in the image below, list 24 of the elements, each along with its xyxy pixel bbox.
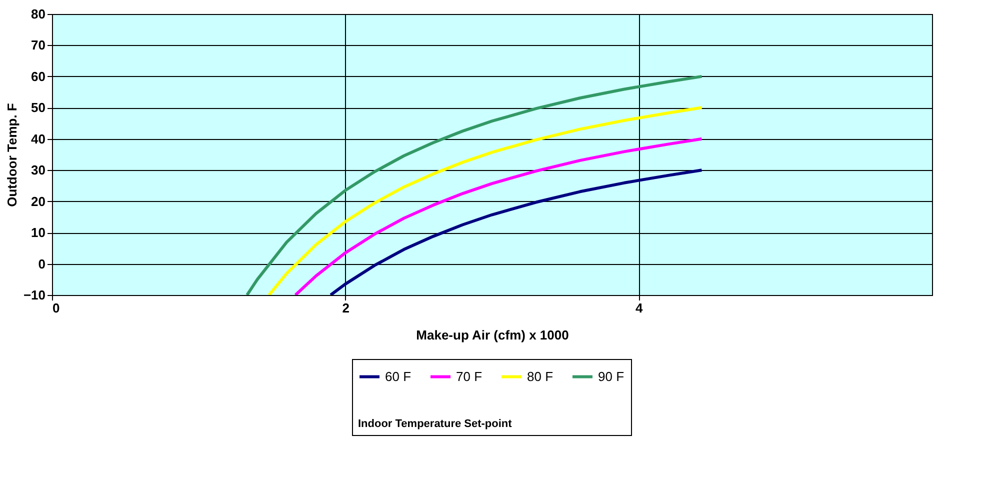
legend-label: 90 F xyxy=(598,368,624,384)
y-tick-label: 80 xyxy=(31,6,46,22)
y-tick-label: 70 xyxy=(31,38,46,53)
y-tick-label: 60 xyxy=(31,68,46,84)
y-tick-label: 40 xyxy=(31,131,46,146)
legend-label: 70 F xyxy=(456,368,482,384)
x-tick-label: 4 xyxy=(636,300,644,316)
y-tick-label: 50 xyxy=(31,100,46,116)
y-tick-label: 30 xyxy=(31,162,46,178)
x-axis-title: Make-up Air (cfm) x 1000 xyxy=(416,328,569,342)
y-tick-label: −10 xyxy=(23,288,46,302)
y-axis-title: Outdoor Temp. F xyxy=(4,103,20,207)
line-series xyxy=(268,106,704,295)
legend-label: 80 F xyxy=(527,368,554,384)
x-tick-label: 0 xyxy=(52,300,60,316)
line-series xyxy=(329,168,704,295)
y-tick-label: 0 xyxy=(38,256,46,272)
y-tick-label: 10 xyxy=(31,225,46,240)
line-series xyxy=(294,137,704,295)
line-series xyxy=(246,74,704,295)
legend-title: Indoor Temperature Set-point xyxy=(358,418,512,430)
y-tick-label: 20 xyxy=(31,194,46,209)
legend-label: 60 F xyxy=(385,368,412,384)
x-tick-label: 2 xyxy=(342,300,350,316)
